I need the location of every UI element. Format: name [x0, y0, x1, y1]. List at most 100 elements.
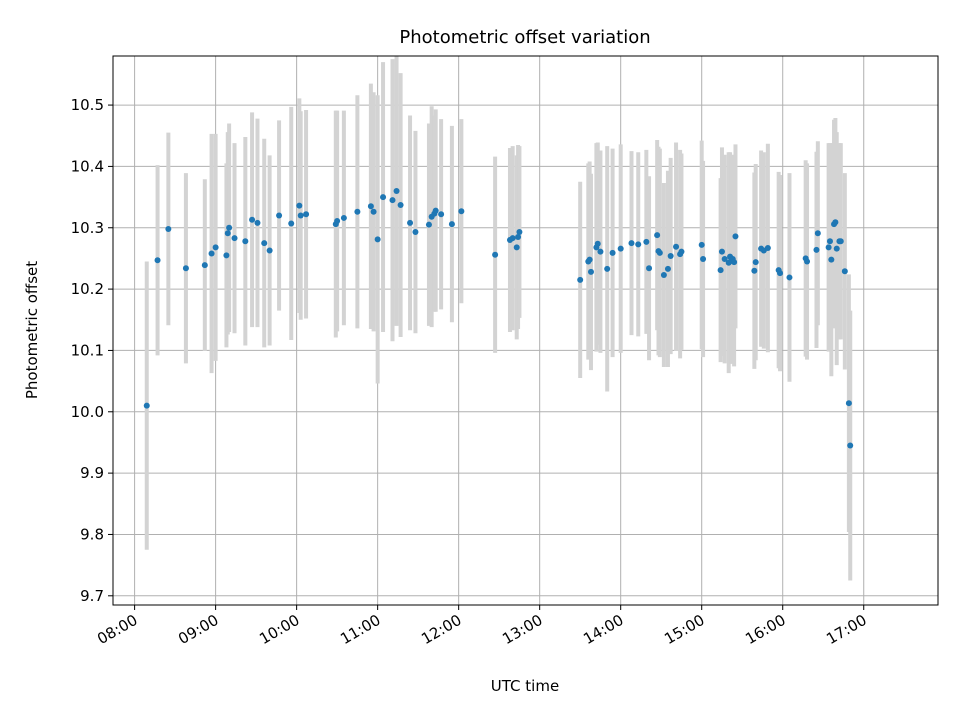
data-point — [825, 244, 832, 251]
y-axis-ticks: 9.7 9.8 9.9 10.0 10.1 10.2 10.3 10.4 10.5 — [71, 96, 113, 605]
data-point — [288, 220, 295, 227]
data-point — [731, 259, 738, 266]
data-point — [646, 265, 653, 272]
data-point — [678, 248, 685, 255]
y-tick-label: 10.3 — [71, 219, 104, 237]
data-point — [334, 218, 341, 225]
data-point — [845, 400, 852, 407]
data-point — [438, 211, 445, 218]
x-tick-label: 11:00 — [337, 611, 383, 648]
data-point — [223, 252, 230, 259]
data-point — [814, 230, 821, 237]
data-point — [231, 235, 238, 242]
data-point — [586, 256, 593, 263]
data-point — [828, 256, 835, 263]
x-tick-label: 08:00 — [94, 611, 140, 648]
data-point — [673, 243, 680, 250]
data-point — [297, 212, 304, 219]
data-point — [833, 245, 840, 252]
data-point — [717, 267, 724, 274]
grid-lines — [113, 56, 938, 605]
data-point — [448, 221, 455, 228]
error-bars — [144, 56, 853, 581]
data-point — [458, 208, 465, 215]
y-tick-label: 10.2 — [71, 280, 104, 298]
x-tick-label: 17:00 — [823, 611, 869, 648]
y-tick-label: 10.1 — [71, 341, 104, 359]
x-tick-label: 10:00 — [256, 611, 302, 648]
data-point — [242, 238, 249, 245]
data-points — [143, 187, 854, 449]
plot-frame — [112, 55, 939, 606]
data-point — [847, 442, 854, 449]
data-point — [609, 249, 616, 256]
data-point — [654, 232, 661, 239]
x-tick-label: 15:00 — [661, 611, 707, 648]
data-point — [837, 238, 844, 245]
data-point — [604, 265, 611, 272]
data-point — [226, 224, 233, 231]
data-point — [660, 271, 667, 278]
x-axis-label: UTC time — [491, 677, 559, 695]
data-point — [577, 276, 584, 283]
data-point — [154, 257, 161, 264]
data-point — [516, 229, 523, 236]
data-point — [212, 244, 219, 251]
data-point — [143, 402, 150, 409]
y-axis-label: Photometric offset — [23, 261, 41, 399]
data-point — [656, 249, 663, 256]
y-tick-label: 10.4 — [71, 157, 104, 175]
data-point — [296, 202, 303, 209]
data-point — [513, 244, 520, 251]
data-point — [700, 256, 707, 263]
data-point — [254, 219, 261, 226]
data-point — [667, 252, 674, 259]
data-point — [182, 265, 189, 272]
chart-title: Photometric offset variation — [399, 27, 650, 48]
data-point — [303, 211, 310, 218]
data-point — [412, 229, 419, 236]
data-point — [587, 268, 594, 275]
data-point — [374, 236, 381, 243]
y-tick-label: 9.7 — [80, 587, 104, 605]
data-point — [367, 203, 374, 210]
data-point — [492, 251, 499, 258]
data-point — [201, 262, 208, 269]
data-point — [617, 245, 624, 252]
data-point — [515, 233, 522, 240]
y-tick-label: 10.0 — [71, 403, 104, 421]
data-point — [826, 238, 833, 245]
data-point — [628, 240, 635, 247]
data-point — [751, 267, 758, 274]
data-point — [165, 225, 172, 232]
data-point — [354, 208, 361, 215]
data-point — [370, 208, 377, 215]
data-point — [597, 248, 604, 255]
data-point — [276, 212, 283, 219]
y-tick-label: 9.9 — [80, 464, 104, 482]
data-point — [389, 197, 396, 204]
data-point — [432, 207, 439, 214]
data-point — [643, 238, 650, 245]
y-tick-label: 10.5 — [71, 96, 104, 114]
data-point — [380, 194, 387, 201]
data-point — [266, 247, 273, 254]
data-point — [208, 250, 215, 257]
data-point — [721, 256, 728, 263]
y-tick-label: 9.8 — [80, 525, 104, 543]
data-point — [732, 233, 739, 240]
data-point — [594, 240, 601, 247]
data-point — [841, 268, 848, 275]
data-point — [509, 235, 516, 242]
data-point — [804, 258, 811, 265]
x-tick-label: 12:00 — [418, 611, 464, 648]
data-point — [635, 241, 642, 248]
data-point — [698, 241, 705, 248]
x-tick-label: 16:00 — [742, 611, 788, 648]
data-point — [813, 246, 820, 253]
x-tick-label: 13:00 — [499, 611, 545, 648]
data-point — [832, 219, 839, 226]
data-point — [664, 265, 671, 272]
x-tick-label: 09:00 — [175, 611, 221, 648]
